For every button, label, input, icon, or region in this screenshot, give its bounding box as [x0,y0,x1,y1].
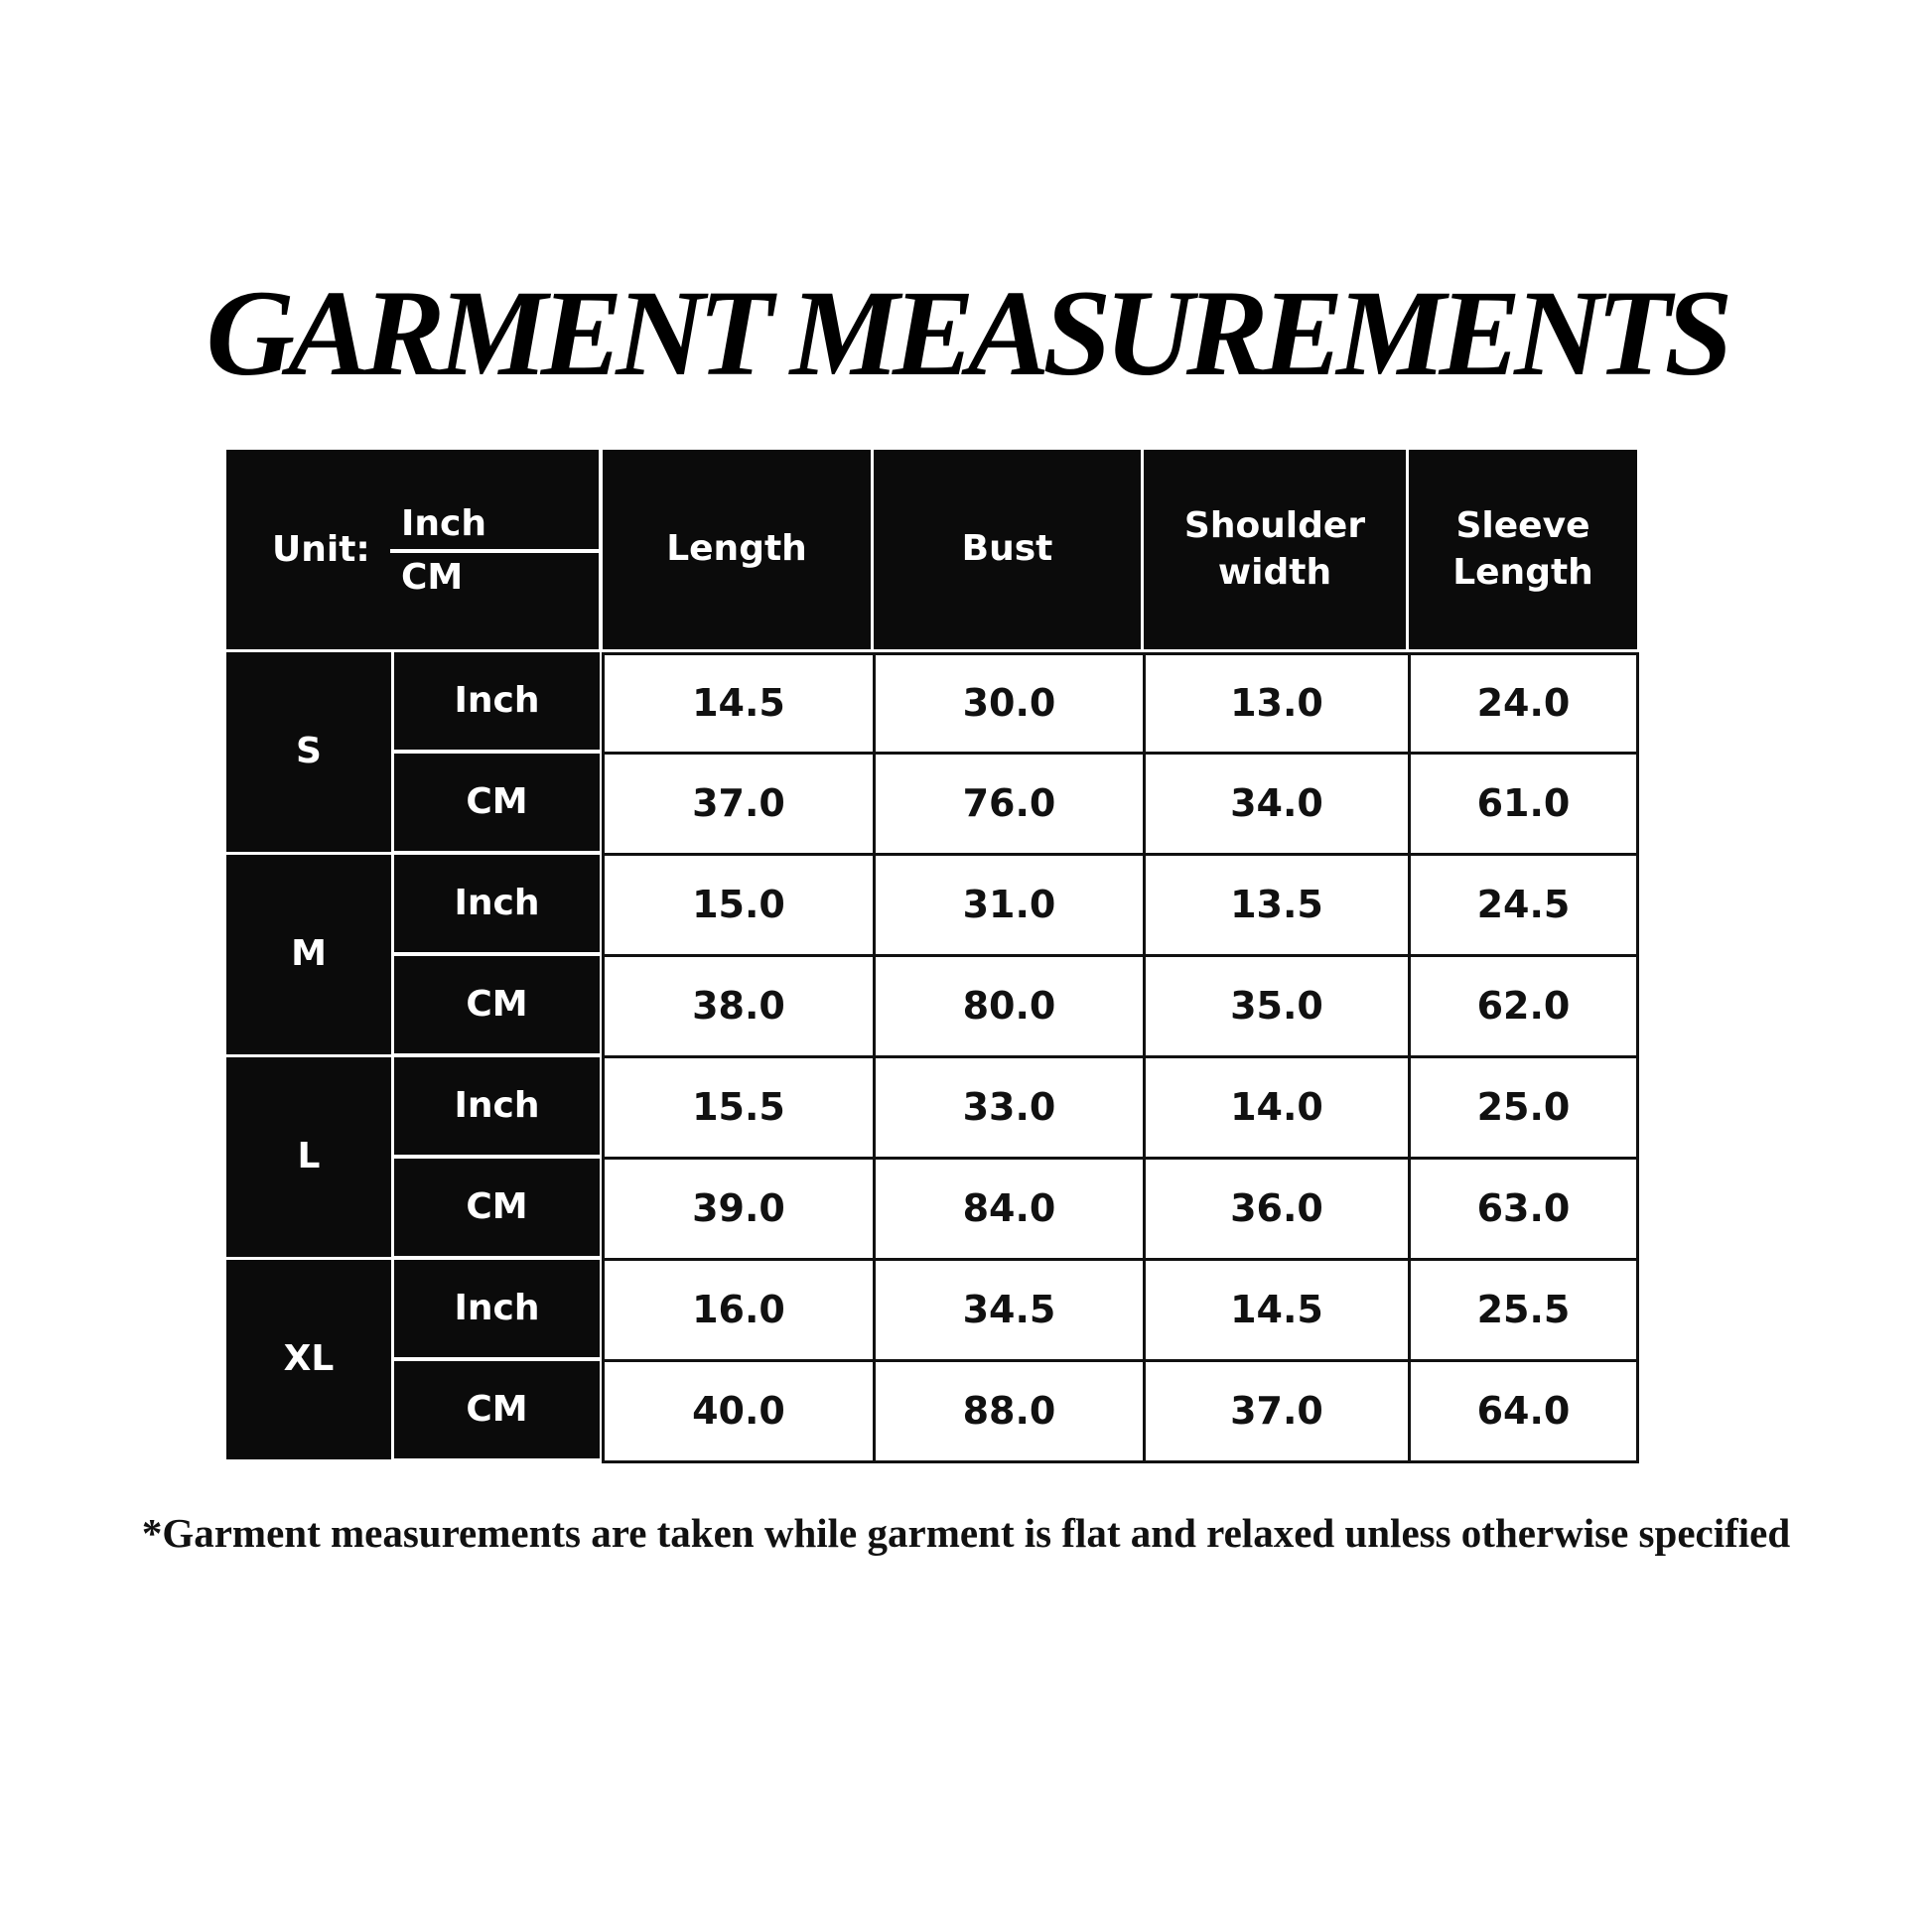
unit-label-cell: Inch [394,855,600,952]
size-label: M [226,855,391,1054]
measurement-cell: 40.0 [602,1359,876,1463]
measurement-cell: 15.0 [602,853,876,957]
measurement-cell: 30.0 [873,652,1146,755]
measurement-cell: 76.0 [873,752,1146,856]
unit-inch: Inch [401,503,486,544]
measurement-cell: 63.0 [1408,1157,1639,1261]
measurement-cell: 37.0 [602,752,876,856]
measurement-cell: 34.5 [873,1258,1146,1362]
unit-label-cell: CM [394,754,600,851]
measurement-cell: 14.5 [1143,1258,1411,1362]
unit-header-cell: Unit: Inch CM [226,450,599,649]
measurement-cell: 24.5 [1408,853,1639,957]
measurement-cell: 84.0 [873,1157,1146,1261]
column-header: Length [603,450,871,649]
measurement-cell: 39.0 [602,1157,876,1261]
column-header: Shoulder width [1144,450,1406,649]
measurement-cell: 14.0 [1143,1055,1411,1160]
unit-label-cell: CM [394,1361,600,1458]
measurement-cell: 35.0 [1143,954,1411,1058]
measurement-cell: 61.0 [1408,752,1639,856]
unit-divider [390,549,599,553]
footnote: *Garment measurements are taken while ga… [141,1510,1791,1556]
measurement-cell: 13.5 [1143,853,1411,957]
unit-cm: CM [401,557,464,598]
measurement-cell: 13.0 [1143,652,1411,755]
unit-label-cell: Inch [394,1057,600,1155]
unit-label: Unit: [272,529,370,570]
size-label: L [226,1057,391,1257]
measurement-cell: 14.5 [602,652,876,755]
measurement-cell: 64.0 [1408,1359,1639,1463]
measurement-cell: 38.0 [602,954,876,1058]
unit-label-cell: CM [394,1159,600,1256]
measurement-cell: 80.0 [873,954,1146,1058]
column-header: Bust [874,450,1141,649]
size-label: XL [226,1260,391,1459]
unit-label-cell: Inch [394,1260,600,1357]
measurement-cell: 34.0 [1143,752,1411,856]
measurement-cell: 33.0 [873,1055,1146,1160]
measurement-cell: 62.0 [1408,954,1639,1058]
unit-label-cell: Inch [394,652,600,750]
measurement-cell: 15.5 [602,1055,876,1160]
size-label: S [226,652,391,852]
column-header: Sleeve Length [1409,450,1637,649]
measurement-cell: 37.0 [1143,1359,1411,1463]
measurement-cell: 25.5 [1408,1258,1639,1362]
measurement-cell: 24.0 [1408,652,1639,755]
measurement-cell: 88.0 [873,1359,1146,1463]
measurement-cell: 36.0 [1143,1157,1411,1261]
measurement-cell: 16.0 [602,1258,876,1362]
page-title: GARMENT MEASUREMENTS [206,265,1732,401]
size-chart-table: Unit: Inch CM Length Bust Shoulder width Sleev… [226,450,1639,1463]
measurement-cell: 25.0 [1408,1055,1639,1160]
unit-label-cell: CM [394,956,600,1053]
measurement-cell: 31.0 [873,853,1146,957]
